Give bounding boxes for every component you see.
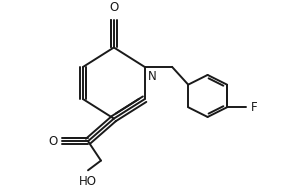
Text: F: F — [251, 101, 258, 114]
Text: O: O — [109, 1, 118, 14]
Text: HO: HO — [79, 175, 97, 188]
Text: N: N — [148, 70, 157, 83]
Text: O: O — [48, 135, 57, 148]
